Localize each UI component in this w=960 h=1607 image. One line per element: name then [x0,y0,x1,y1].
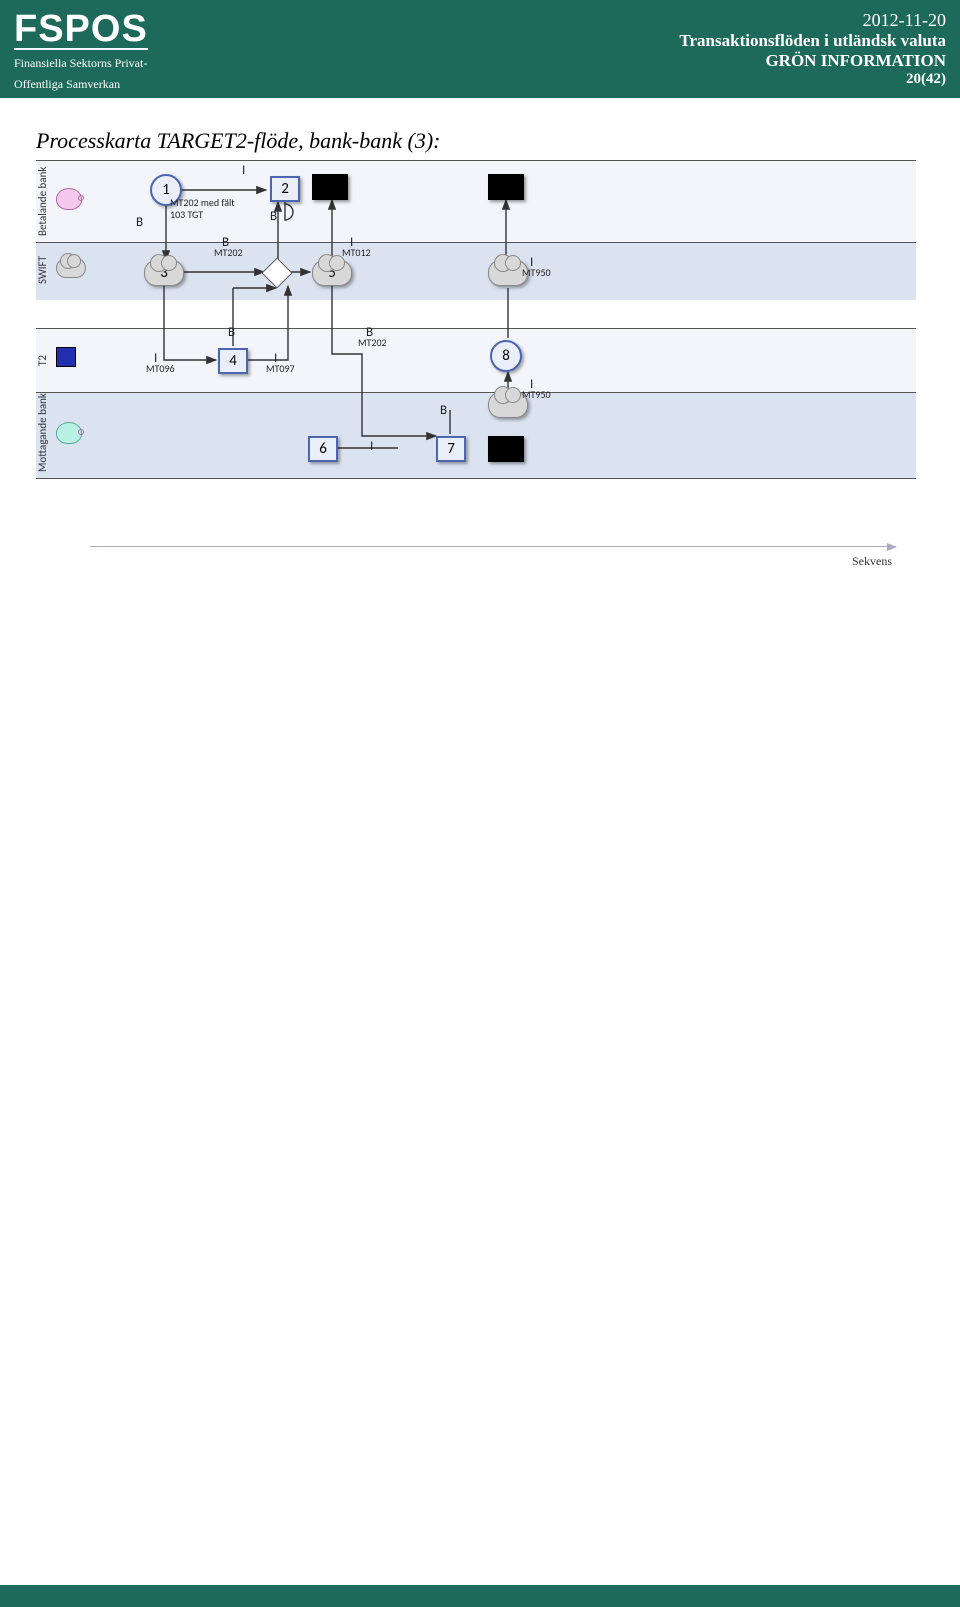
node-black [488,436,524,462]
doc-title: Transaktionsflöden i utländsk valuta [679,31,946,51]
node-black [488,174,524,200]
label-l_mt096: MT096 [146,364,175,375]
page-number: 20(42) [679,71,946,88]
label-l_B_left: B [136,216,143,230]
header-left: FSPOS Finansiella Sektorns Privat- Offen… [14,8,148,92]
label-l_mt950: MT950 [522,268,551,279]
label-l_B_mid: B [228,326,235,340]
footer-bar [0,1585,960,1607]
body: Processkarta TARGET2-flöde, bank-bank (3… [0,98,960,580]
label-l_mt202b: MT202 [358,338,387,349]
node-rect-6: 6 [308,436,338,462]
label-l_B_row4: B [440,404,447,418]
logo-sub2: Offentliga Samverkan [14,77,148,92]
label-l_103tgt: 103 TGT [170,210,203,221]
label-l_mt202f: MT202 med fält [170,198,235,209]
label-l_mt097: MT097 [266,364,295,375]
node-black [312,174,348,200]
square-icon [56,347,84,375]
lane-label: T2 [36,350,49,366]
node-cloud-5: 5 [312,260,352,286]
lane-label: SWIFT [36,268,49,284]
node-rect-2: 2 [270,176,300,202]
section-title: Processkarta TARGET2-flöde, bank-bank (3… [36,128,924,154]
header: FSPOS Finansiella Sektorns Privat- Offen… [0,0,960,98]
header-right: 2012-11-20 Transaktionsflöden i utländsk… [679,8,946,92]
doc-date: 2012-11-20 [679,10,946,31]
node-circle-8: 8 [490,340,522,372]
lane-lane3: T2 [36,328,916,392]
logo-sub1: Finansiella Sektorns Privat- [14,56,148,71]
node-rect-4: 4 [218,348,248,374]
pig-icon [56,422,84,450]
cloud-icon [56,258,84,286]
sequence-label: Sekvens [852,554,892,569]
process-diagram: Mottagande bankT2SWIFTBetalande bank 123… [36,160,916,540]
label-l_B_undr2: B [270,210,277,224]
label-l_mt012: MT012 [342,248,371,259]
lane-lane4: Mottagande bank [36,392,916,478]
lane-label: Betalande bank [36,220,49,236]
node-rect-7: 7 [436,436,466,462]
label-l_mt202: MT202 [214,248,243,259]
pig-icon [56,188,84,216]
sequence-arrow [90,546,896,547]
doc-class: GRÖN INFORMATION [679,51,946,71]
logo: FSPOS [14,10,148,50]
lane-label: Mottagande bank [36,456,49,472]
label-l_I_top: I [242,164,245,178]
label-l_I_row4: I [370,440,373,454]
node-cloud-3: 3 [144,260,184,286]
label-l_mt950b: MT950 [522,390,551,401]
